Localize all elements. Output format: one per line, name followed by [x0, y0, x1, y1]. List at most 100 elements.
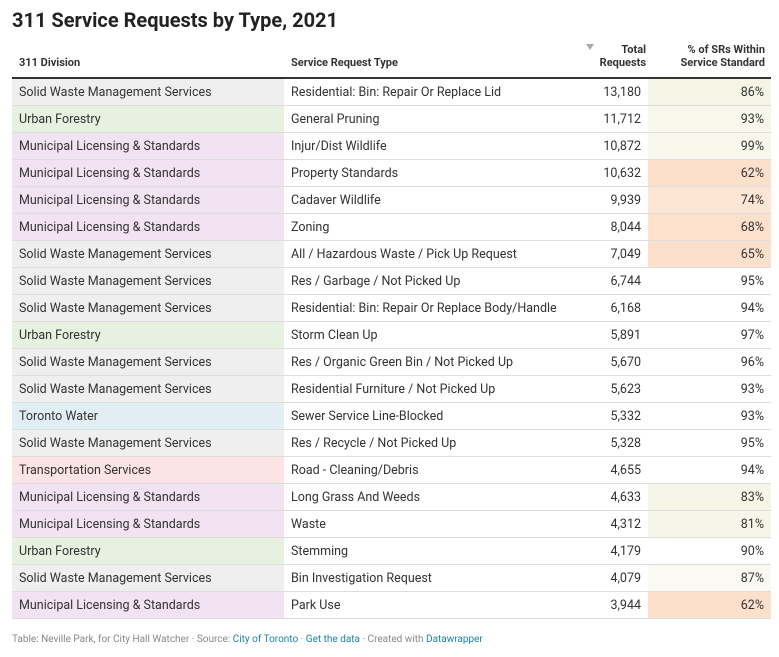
percent-cell: 94%: [648, 294, 771, 322]
division-cell: Municipal Licensing & Standards: [12, 186, 284, 214]
table-row: Municipal Licensing & Standards Long Gras…: [12, 483, 771, 511]
total-cell: 5,623: [579, 375, 648, 403]
division-cell: Solid Waste Management Services: [12, 429, 284, 457]
type-cell: General Pruning: [284, 105, 579, 133]
type-cell: Long Grass And Weeds: [284, 483, 579, 511]
division-cell: Solid Waste Management Services: [12, 348, 284, 376]
total-cell: 13,180: [579, 78, 648, 106]
table-row: Urban Forestry General Pruning 11,712 93%: [12, 105, 771, 133]
header-row: 311 Division Service Request Type Total …: [12, 38, 771, 79]
tool-link[interactable]: Datawrapper: [426, 634, 483, 645]
total-cell: 5,670: [579, 348, 648, 376]
percent-cell: 90%: [648, 537, 771, 565]
source-link[interactable]: City of Toronto: [232, 634, 299, 645]
sort-icon: [586, 44, 594, 50]
division-cell: Transportation Services: [12, 456, 284, 484]
type-cell: Storm Clean Up: [284, 321, 579, 349]
total-cell: 4,312: [579, 510, 648, 538]
percent-cell: 81%: [648, 510, 771, 538]
type-cell: Sewer Service Line-Blocked: [284, 402, 579, 430]
total-cell: 5,332: [579, 402, 648, 430]
division-cell: Solid Waste Management Services: [12, 267, 284, 295]
table-row: Toronto Water Sewer Service Line-Blocked 5…: [12, 402, 771, 430]
total-cell: 4,655: [579, 456, 648, 484]
type-cell: Cadaver Wildlife: [284, 186, 579, 214]
type-cell: Residential Furniture / Not Picked Up: [284, 375, 579, 403]
data-table: 311 Division Service Request Type Total …: [12, 38, 771, 619]
table-row: Solid Waste Management Services Bin Inves…: [12, 564, 771, 592]
footer-text: ·: [298, 634, 306, 645]
data-link[interactable]: Get the data: [305, 634, 360, 645]
percent-cell: 62%: [648, 591, 771, 619]
column-header: 311 Division: [12, 38, 284, 79]
table-row: Municipal Licensing & Standards Waste 4,31…: [12, 510, 771, 538]
table-row: Solid Waste Management Services Residenti…: [12, 375, 771, 403]
total-cell: 9,939: [579, 186, 648, 214]
total-cell: 5,891: [579, 321, 648, 349]
division-cell: Solid Waste Management Services: [12, 240, 284, 268]
division-cell: Solid Waste Management Services: [12, 375, 284, 403]
title: 311 Service Requests by Type, 2021: [12, 8, 338, 32]
table-row: Municipal Licensing & Standards Park Use 3…: [12, 591, 771, 619]
total-cell: 6,168: [579, 294, 648, 322]
division-cell: Urban Forestry: [12, 321, 284, 349]
table-row: Solid Waste Management Services Res / Gar…: [12, 267, 771, 295]
division-cell: Municipal Licensing & Standards: [12, 510, 284, 538]
column-header[interactable]: Total Requests: [579, 38, 648, 79]
table-row: Solid Waste Management Services Res / Rec…: [12, 429, 771, 457]
type-cell: Res / Recycle / Not Picked Up: [284, 429, 579, 457]
division-cell: Municipal Licensing & Standards: [12, 591, 284, 619]
percent-cell: 95%: [648, 267, 771, 295]
percent-cell: 74%: [648, 186, 771, 214]
type-cell: All / Hazardous Waste / Pick Up Request: [284, 240, 579, 268]
table-row: Solid Waste Management Services All / Haz…: [12, 240, 771, 268]
footer: Table: Neville Park, for City Hall Watch…: [12, 634, 483, 645]
total-cell: 4,079: [579, 564, 648, 592]
type-cell: Stemming: [284, 537, 579, 565]
footer-text: · Created with: [359, 634, 427, 645]
percent-cell: 65%: [648, 240, 771, 268]
column-header: % of SRs Within Service Standard: [648, 38, 771, 79]
type-cell: Property Standards: [284, 159, 579, 187]
table-row: Urban Forestry Storm Clean Up 5,891 97%: [12, 321, 771, 349]
division-cell: Municipal Licensing & Standards: [12, 159, 284, 187]
type-cell: Road - Cleaning/Debris: [284, 456, 579, 484]
total-cell: 4,633: [579, 483, 648, 511]
percent-cell: 99%: [648, 132, 771, 160]
total-cell: 6,744: [579, 267, 648, 295]
total-cell: 4,179: [579, 537, 648, 565]
table-row: Municipal Licensing & Standards Zoning 8,0…: [12, 213, 771, 241]
type-cell: Bin Investigation Request: [284, 564, 579, 592]
total-cell: 3,944: [579, 591, 648, 619]
percent-cell: 93%: [648, 105, 771, 133]
percent-cell: 94%: [648, 456, 771, 484]
type-cell: Zoning: [284, 213, 579, 241]
percent-cell: 68%: [648, 213, 771, 241]
table-row: Solid Waste Management Services Res / Org…: [12, 348, 771, 376]
division-cell: Solid Waste Management Services: [12, 294, 284, 322]
table-body: Solid Waste Management Services Residenti…: [12, 78, 771, 619]
table-row: Municipal Licensing & Standards Cadaver W…: [12, 186, 771, 214]
division-cell: Toronto Water: [12, 402, 284, 430]
percent-cell: 93%: [648, 375, 771, 403]
type-cell: Park Use: [284, 591, 579, 619]
table-row: Municipal Licensing & Standards Injur/Dis…: [12, 132, 771, 160]
column-header: Service Request Type: [284, 38, 579, 79]
division-cell: Solid Waste Management Services: [12, 78, 284, 106]
percent-cell: 96%: [648, 348, 771, 376]
percent-cell: 83%: [648, 483, 771, 511]
total-cell: 8,044: [579, 213, 648, 241]
type-cell: Res / Garbage / Not Picked Up: [284, 267, 579, 295]
division-cell: Municipal Licensing & Standards: [12, 213, 284, 241]
total-cell: 10,872: [579, 132, 648, 160]
division-cell: Municipal Licensing & Standards: [12, 132, 284, 160]
total-cell: 11,712: [579, 105, 648, 133]
table-row: Solid Waste Management Services Residenti…: [12, 294, 771, 322]
total-cell: 5,328: [579, 429, 648, 457]
footer-text: Table: Neville Park, for City Hall Watch…: [12, 634, 233, 645]
type-cell: Residential: Bin: Repair Or Replace Lid: [284, 78, 579, 106]
type-cell: Residential: Bin: Repair Or Replace Body…: [284, 294, 579, 322]
total-cell: 10,632: [579, 159, 648, 187]
type-cell: Injur/Dist Wildlife: [284, 132, 579, 160]
